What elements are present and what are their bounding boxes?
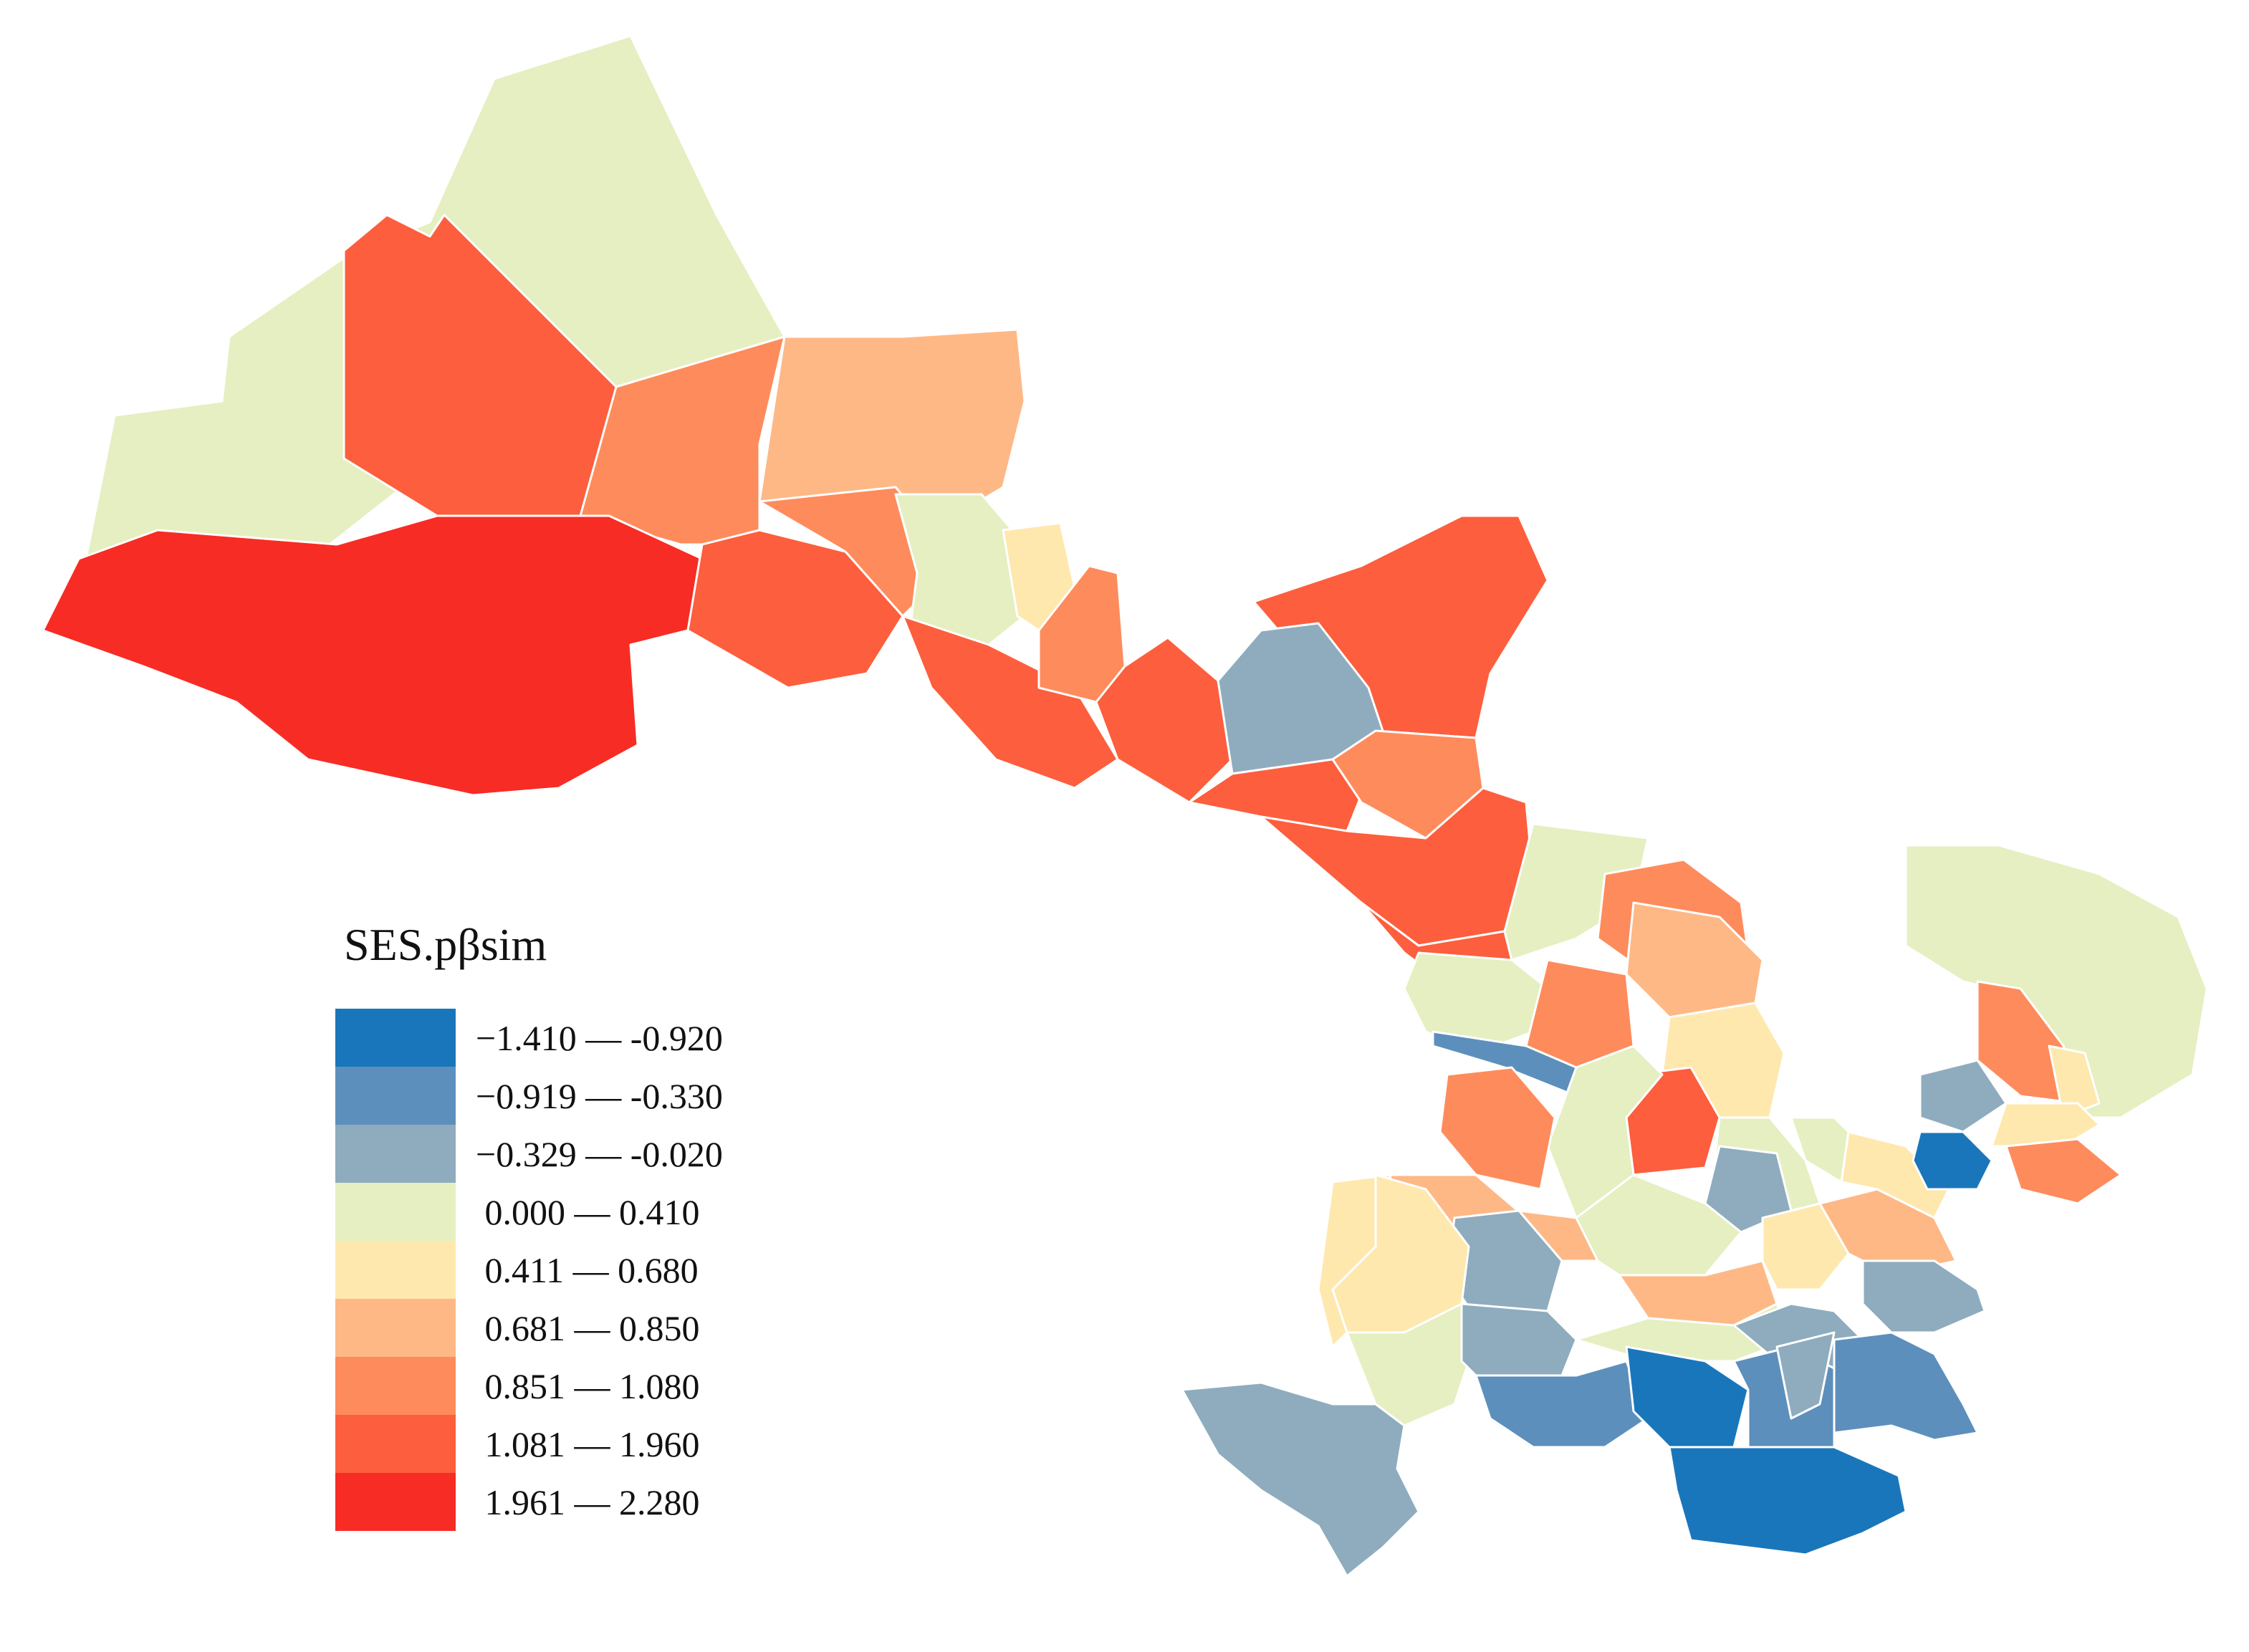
legend-row: 0.000 — 0.410 [335, 1183, 723, 1241]
legend-row: 0.411 — 0.680 [335, 1241, 723, 1299]
legend-swatch [335, 1473, 456, 1531]
region [42, 514, 704, 797]
legend-swatch [335, 1067, 456, 1125]
legend-row: 1.961 — 2.280 [335, 1473, 723, 1531]
region [1775, 1331, 1836, 1420]
legend-range-label: −1.410 — -0.920 [476, 1017, 723, 1058]
region [1990, 1102, 2101, 1148]
legend-swatch [335, 1299, 456, 1357]
legend-swatch [335, 1357, 456, 1415]
legend-swatch [335, 1009, 456, 1067]
region [2048, 1044, 2101, 1119]
region-group [42, 34, 2208, 1577]
legend-swatch [335, 1241, 456, 1299]
legend-swatch [335, 1415, 456, 1473]
region [1439, 1066, 1556, 1191]
legend-row: 0.681 — 0.850 [335, 1299, 723, 1357]
legend-range-label: −0.919 — -0.330 [476, 1075, 723, 1116]
legend-rows: −1.410 — -0.920 −0.919 — -0.330 −0.329 —… [335, 1009, 723, 1531]
region [686, 529, 904, 689]
legend-title: SES.pβsim [344, 919, 547, 970]
region [1919, 1059, 2008, 1133]
legend-swatch [335, 1125, 456, 1183]
legend-range-label: −0.329 — -0.020 [476, 1133, 723, 1174]
legend-row: 0.851 — 1.080 [335, 1357, 723, 1415]
region [1668, 1446, 1907, 1556]
legend-swatch [335, 1183, 456, 1241]
legend-row: 1.081 — 1.960 [335, 1415, 723, 1473]
region [1912, 1130, 1993, 1191]
legend-row: −0.329 — -0.020 [335, 1125, 723, 1183]
region [1833, 1331, 1979, 1441]
legend-range-label: 0.681 — 0.850 [476, 1307, 700, 1348]
legend: SES.pβsim −1.410 — -0.920 −0.919 — -0.33… [335, 918, 723, 1531]
region [901, 615, 1119, 789]
legend-row: −0.919 — -0.330 [335, 1067, 723, 1125]
legend-row: −1.410 — -0.920 [335, 1009, 723, 1067]
region [1181, 1381, 1420, 1577]
legend-range-label: 1.961 — 2.280 [476, 1481, 700, 1522]
region [1474, 1360, 1649, 1449]
legend-range-label: 1.081 — 1.960 [476, 1423, 700, 1464]
region [1503, 822, 1649, 961]
region [1861, 1259, 1986, 1334]
region [894, 493, 1026, 646]
region [1575, 1173, 1742, 1277]
legend-range-label: 0.411 — 0.680 [476, 1249, 699, 1290]
region [1790, 1116, 1850, 1183]
region [1904, 844, 2208, 1119]
legend-range-label: 0.000 — 0.410 [476, 1191, 700, 1232]
region [2005, 1138, 2122, 1205]
legend-range-label: 0.851 — 1.080 [476, 1365, 700, 1406]
